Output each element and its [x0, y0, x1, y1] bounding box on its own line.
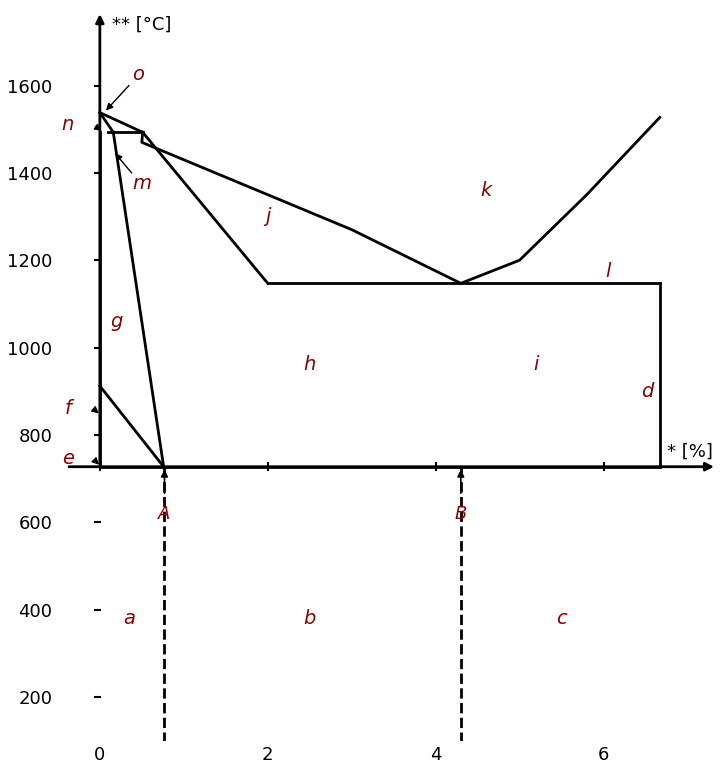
Text: b: b — [304, 609, 316, 628]
Text: * [%]: * [%] — [667, 443, 713, 461]
Text: e: e — [62, 449, 74, 468]
Text: a: a — [123, 609, 135, 628]
Text: g: g — [111, 311, 123, 331]
Text: o: o — [132, 65, 143, 84]
Bar — [100, 283, 660, 466]
Text: j: j — [265, 207, 270, 226]
Text: k: k — [480, 181, 491, 200]
Text: m: m — [132, 174, 151, 194]
Text: B: B — [454, 505, 467, 523]
Text: i: i — [534, 355, 539, 375]
Text: h: h — [304, 355, 316, 375]
Text: c: c — [556, 609, 567, 628]
Text: n: n — [62, 116, 74, 134]
Text: f: f — [65, 399, 71, 418]
Text: A: A — [158, 505, 170, 523]
Text: l: l — [605, 261, 610, 281]
Bar — [100, 466, 660, 740]
Text: ** [°C]: ** [°C] — [112, 15, 172, 34]
Text: d: d — [641, 382, 653, 401]
